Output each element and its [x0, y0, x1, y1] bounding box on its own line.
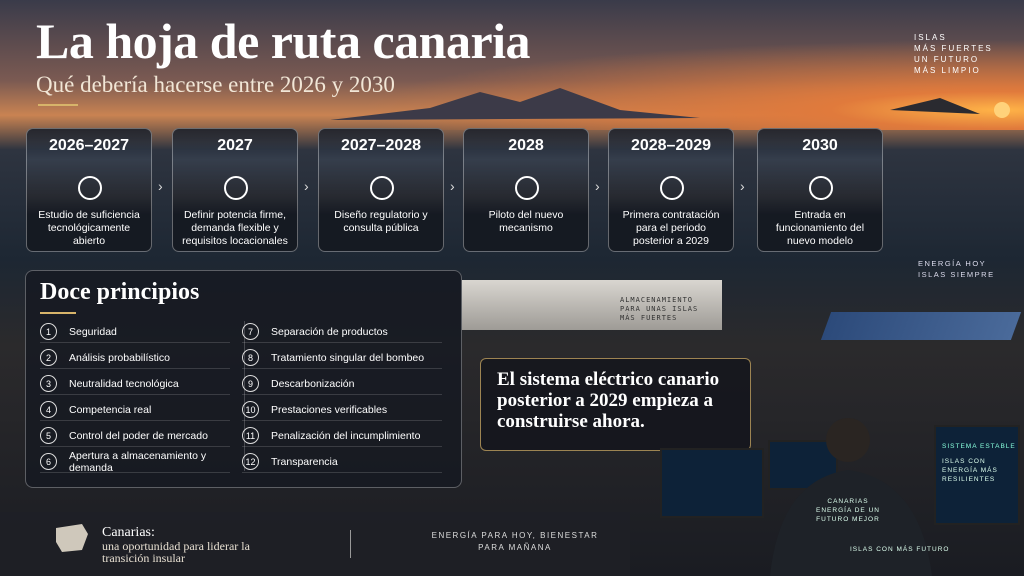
period: 2030	[802, 137, 838, 154]
step-text: Definir potencia firme, demanda flexible…	[182, 209, 288, 247]
footer-heading: Canarias:	[102, 525, 155, 540]
title: La hoja de ruta canaria	[36, 13, 531, 69]
step-icon	[660, 176, 684, 200]
principle-number: 11	[242, 427, 259, 444]
storage-containers	[462, 280, 722, 330]
timeline-card: 2028–2029 Primera contratación para el pe…	[608, 128, 734, 252]
step-icon	[78, 176, 102, 200]
principle: 6 Apertura a almacenamiento y demanda	[40, 449, 230, 474]
step-text: Primera contratación para el periodo pos…	[622, 209, 720, 247]
step-text: Entrada en funcionamiento del nuevo mode…	[775, 209, 865, 247]
text-line: MÁS FUERTES	[914, 44, 993, 53]
footer-divider	[350, 530, 351, 558]
title-rule	[38, 104, 78, 106]
step-text: Estudio de suficiencia tecnológicamente …	[38, 209, 140, 247]
principle: 10 Prestaciones verificables	[242, 399, 442, 421]
text-line: ISLAS SIEMPRE	[918, 270, 995, 279]
principle: 1 Seguridad	[40, 321, 230, 343]
divider	[244, 321, 245, 471]
period: 2028	[508, 137, 544, 154]
text-line: ENERGÍA HOY	[918, 259, 987, 268]
principle-number: 7	[242, 323, 259, 340]
principle-number: 12	[242, 453, 259, 470]
arrow-icon: ›	[450, 178, 455, 194]
arrow-icon: ›	[595, 178, 600, 194]
principle-number: 9	[242, 375, 259, 392]
principle-label: Descarbonización	[271, 377, 355, 390]
map-monitor	[660, 448, 764, 518]
step-icon	[515, 176, 539, 200]
status-monitor: SISTEMA ESTABLE ISLAS CON ENERGÍA MÁS RE…	[934, 425, 1020, 525]
principle-label: Tratamiento singular del bombeo	[271, 351, 425, 364]
step-icon	[224, 176, 248, 200]
step-text: Piloto del nuevo mecanismo	[488, 209, 564, 234]
energy-sign: ENERGÍA HOY ISLAS SIEMPRE	[918, 258, 995, 280]
solar-panels	[820, 312, 1022, 340]
principle-number: 8	[242, 349, 259, 366]
principles-panel: Doce principios 1 Seguridad 2 Análisis prob…	[25, 270, 462, 488]
timeline-card: 2028 Piloto del nuevo mecanismo	[463, 128, 589, 252]
principle: 4 Competencia real	[40, 399, 230, 421]
principle-label: Seguridad	[69, 325, 117, 338]
period: 2027–2028	[340, 137, 422, 154]
principles-title: Doce principios	[40, 279, 200, 305]
operator	[770, 418, 932, 576]
status-message: ISLAS CON ENERGÍA MÁS RESILIENTES	[942, 458, 998, 483]
principle: 9 Descarbonización	[242, 373, 442, 395]
text-line: MÁS LIMPIO	[914, 66, 981, 75]
motto: ENERGÍA PARA HOY, BIENESTAR PARA MAÑANA	[431, 531, 599, 552]
subtitle: Qué debería hacerse entre 2026 y 2030	[36, 72, 395, 97]
status-text: SISTEMA ESTABLE	[942, 443, 1016, 450]
desk-text: ISLAS CON MÁS FUTURO	[850, 546, 950, 553]
principle-label: Separación de productos	[271, 325, 388, 338]
jacket-text: CANARIAS ENERGÍA DE UN FUTURO MEJOR	[816, 498, 880, 523]
principle-number: 10	[242, 401, 259, 418]
timeline-card: 2027–2028 Diseño regulatorio y consulta p…	[318, 128, 444, 252]
storage-sign: ALMACENAMIENTO PARA UNAS ISLAS MÁS FUERT…	[620, 296, 699, 322]
timeline-card: 2027 Definir potencia firme, demanda flex…	[172, 128, 298, 252]
arrow-icon: ›	[158, 178, 163, 194]
principle-label: Neutralidad tecnológica	[69, 377, 179, 390]
principle: 7 Separación de productos	[242, 321, 442, 343]
spain-map	[56, 524, 88, 552]
principle-number: 2	[40, 349, 57, 366]
text-line: ISLAS	[914, 33, 947, 42]
footer-text: una oportunidad para liderar la transici…	[102, 539, 250, 565]
callout: El sistema eléctrico canario posterior a…	[480, 358, 751, 451]
principle: 3 Neutralidad tecnológica	[40, 373, 230, 395]
principle-number: 5	[40, 427, 57, 444]
principle-label: Transparencia	[271, 455, 338, 468]
principle-label: Análisis probabilístico	[69, 351, 170, 364]
principles-rule	[40, 312, 76, 314]
arrow-icon: ›	[740, 178, 745, 194]
period: 2028–2029	[630, 137, 712, 154]
principle-number: 3	[40, 375, 57, 392]
footer	[0, 512, 630, 576]
step-icon	[370, 176, 394, 200]
timeline-card: 2026–2027 Estudio de suficiencia tecnológ…	[26, 128, 152, 252]
tagline: ISLAS MÁS FUERTES UN FUTURO MÁS LIMPIO	[914, 32, 1004, 76]
principle: 12 Transparencia	[242, 451, 442, 473]
principle-label: Competencia real	[69, 403, 152, 416]
principle-number: 6	[40, 453, 57, 470]
period: 2027	[217, 137, 253, 154]
principle-number: 4	[40, 401, 57, 418]
timeline-card: 2030 Entrada en funcionamiento del nuevo …	[757, 128, 883, 252]
principle: 11 Penalización del incumplimiento	[242, 425, 442, 447]
step-icon	[809, 176, 833, 200]
principle: 8 Tratamiento singular del bombeo	[242, 347, 442, 369]
principle: 5 Control del poder de mercado	[40, 425, 230, 447]
principle-label: Control del poder de mercado	[69, 429, 208, 442]
text-line: UN FUTURO	[914, 55, 980, 64]
principle: 2 Análisis probabilístico	[40, 347, 230, 369]
step-text: Diseño regulatorio y consulta pública	[334, 209, 428, 234]
period: 2026–2027	[48, 137, 130, 154]
principle-number: 1	[40, 323, 57, 340]
principle-label: Apertura a almacenamiento y demanda	[69, 449, 207, 474]
principle-label: Penalización del incumplimiento	[271, 429, 421, 442]
arrow-icon: ›	[304, 178, 309, 194]
principle-label: Prestaciones verificables	[271, 403, 388, 416]
mountains	[330, 88, 1010, 120]
